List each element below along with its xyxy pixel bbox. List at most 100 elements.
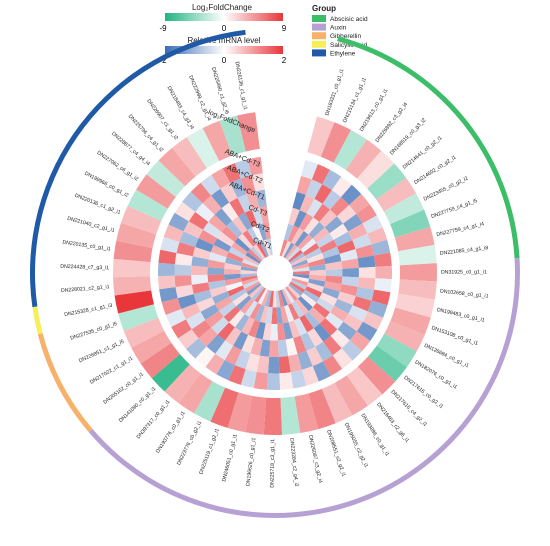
mrna-cell <box>342 213 363 232</box>
mrna-cell <box>240 266 258 272</box>
mrna-cell <box>309 269 326 276</box>
mrna-cell <box>341 340 362 361</box>
mrna-cell <box>266 238 273 256</box>
logfc-cell <box>367 163 407 200</box>
logfc-cell <box>113 240 153 263</box>
logfc-cell <box>186 128 220 169</box>
mrna-cell <box>191 256 209 268</box>
mrna-cell <box>247 249 263 263</box>
mrna-cell <box>362 215 383 234</box>
gene-label: DN223455_c0_g2_i2 <box>423 176 469 203</box>
mrna-cell <box>244 281 261 293</box>
mrna-cell <box>319 292 338 306</box>
gene-label: DN31925_c0_g1_i1 <box>441 269 487 275</box>
mrna-cell <box>311 164 330 185</box>
mrna-cell <box>356 321 378 341</box>
mrna-cell <box>337 240 356 254</box>
mrna-cell <box>171 319 192 339</box>
logfc-cell <box>178 373 213 414</box>
mrna-cell <box>207 274 225 283</box>
mrna-cell <box>308 258 326 268</box>
logfc-cell <box>395 293 435 318</box>
legend-group-label: Salicylic acid <box>330 42 368 49</box>
logfc-cell <box>346 366 383 406</box>
mrna-cell <box>294 317 308 336</box>
mrna-cell <box>306 253 324 264</box>
mrna-cell <box>224 277 242 286</box>
mrna-cell <box>241 334 256 354</box>
mrna-cell <box>225 257 243 267</box>
mrna-cell <box>339 249 358 262</box>
logfc-cell <box>158 147 196 187</box>
mrna-cell <box>242 258 259 268</box>
mrna-cell <box>275 290 281 308</box>
mrna-cell <box>217 231 235 247</box>
mrna-cell <box>240 175 256 195</box>
mrna-cell <box>348 223 368 241</box>
mrna-cell <box>371 289 391 306</box>
mrna-cell <box>281 288 292 305</box>
mrna-cell <box>200 174 221 196</box>
logfc-cell <box>127 189 168 222</box>
mrna-cell <box>222 163 241 184</box>
mrna-cell <box>292 191 306 211</box>
logfc-cell <box>120 205 162 235</box>
mrna-cell <box>305 286 323 298</box>
mrna-cell <box>322 355 343 376</box>
mrna-cell <box>163 224 184 242</box>
mrna-cell <box>288 353 302 373</box>
mrna-cell <box>207 267 225 275</box>
logfc-cell <box>390 307 431 335</box>
gene-label: DN193776_c0_g1_i1 <box>155 410 187 454</box>
mrna-cell <box>329 223 349 240</box>
mrna-cell <box>303 289 320 303</box>
gene-label: DN214602_c0_g2_i1 <box>413 155 457 186</box>
mrna-cell <box>291 301 305 318</box>
mrna-cell <box>259 206 269 224</box>
mrna-cell <box>305 247 322 260</box>
mrna-cell <box>241 317 255 335</box>
mrna-cell <box>165 309 186 328</box>
gene-label: DN220136_c1_g2_i1 <box>74 193 122 216</box>
mrna-cell <box>290 279 307 290</box>
mrna-cell <box>248 284 263 299</box>
mrna-cell <box>288 320 301 339</box>
heatmap-rings <box>113 112 437 435</box>
mrna-cell <box>238 233 254 250</box>
logfc-cell <box>333 129 367 170</box>
legend-group-label: Gibberellin <box>330 33 361 40</box>
mrna-cell <box>240 273 258 278</box>
mrna-cell <box>263 239 271 257</box>
mrna-cell <box>186 338 207 359</box>
mrna-cell <box>286 246 301 261</box>
legend-logfc-title: Log₂FoldChange <box>192 3 253 12</box>
mrna-cell <box>192 247 211 260</box>
mrna-cell <box>315 341 333 362</box>
mrna-cell <box>352 296 372 312</box>
mrna-cell <box>292 273 310 279</box>
mrna-cell <box>357 255 376 268</box>
logfc-cell <box>245 395 267 435</box>
mrna-cell <box>270 323 278 341</box>
mrna-cell <box>287 225 299 243</box>
mrna-cell <box>288 207 300 226</box>
mrna-cell <box>245 353 260 372</box>
mrna-cell <box>210 245 229 258</box>
mrna-cell <box>312 302 330 319</box>
mrna-cell <box>342 267 360 278</box>
mrna-cell <box>257 288 268 305</box>
mrna-cell <box>202 195 222 215</box>
mrna-cell <box>314 184 332 204</box>
mrna-cell <box>191 282 210 295</box>
mrna-cell <box>333 231 353 247</box>
mrna-cell <box>296 175 312 195</box>
mrna-cell <box>246 283 262 296</box>
mrna-cell <box>292 270 310 275</box>
mrna-cell <box>322 287 340 299</box>
mrna-cell <box>357 277 376 290</box>
mrna-cell <box>283 223 294 241</box>
gene-label: DN221085_c4_g1_i8 <box>440 245 489 257</box>
mrna-cell <box>158 262 175 277</box>
mrna-cell <box>195 238 214 253</box>
mrna-cell <box>241 277 259 286</box>
